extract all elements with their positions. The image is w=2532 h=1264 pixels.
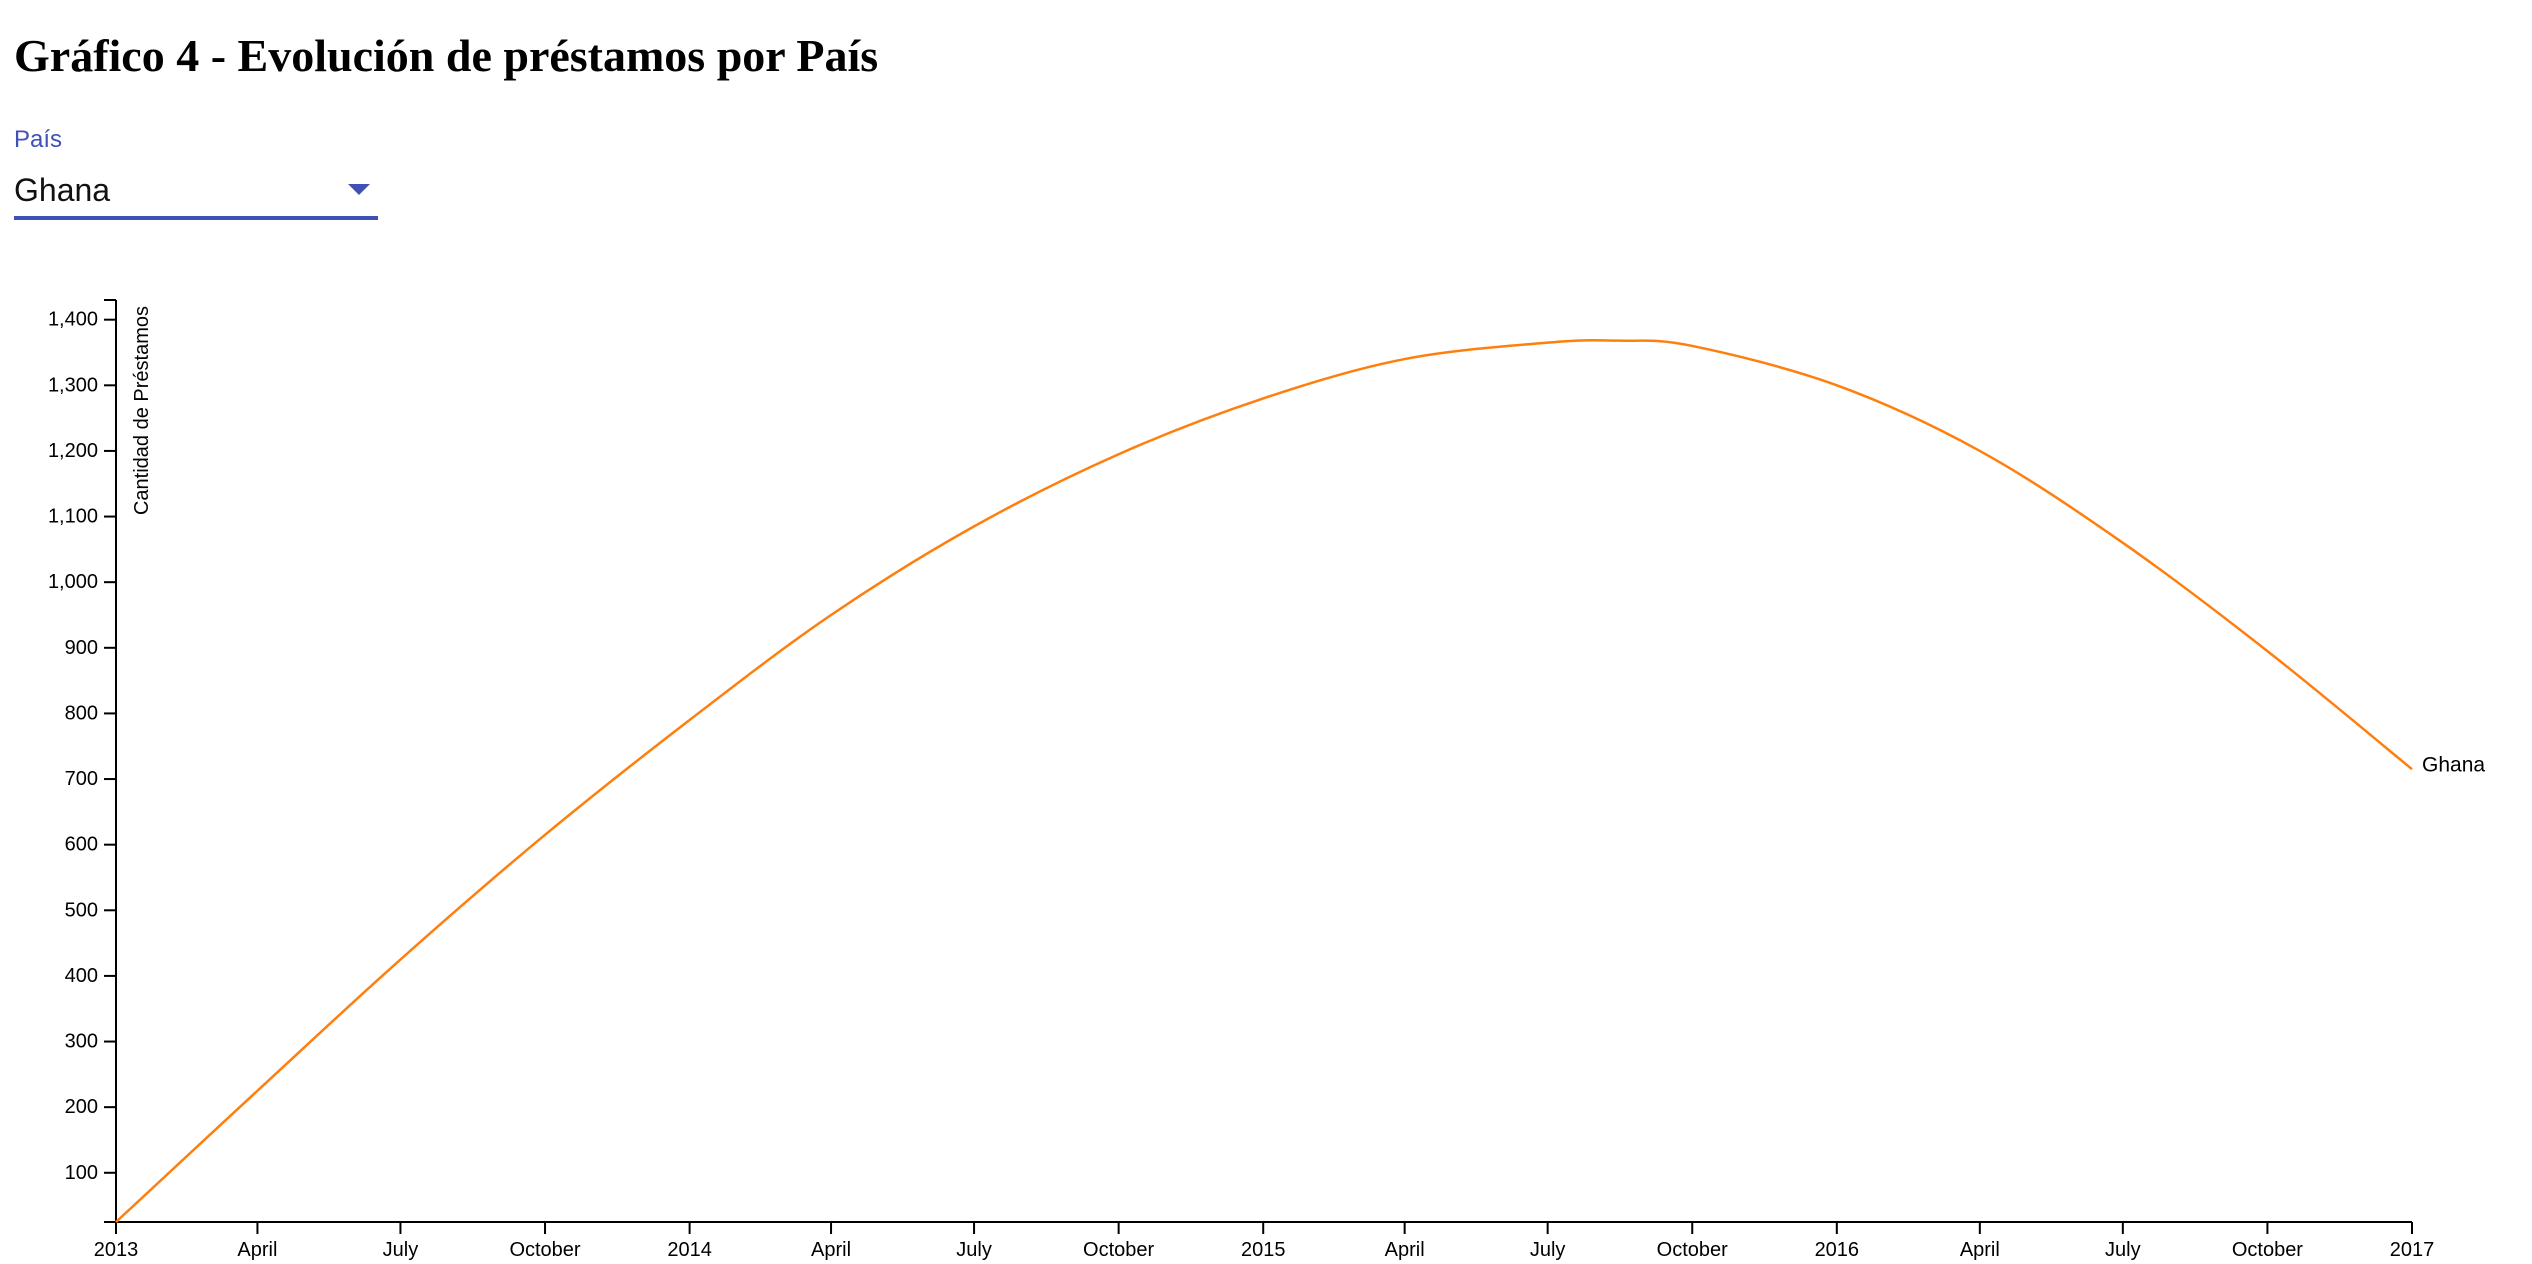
series-layer: Ghana (115, 339, 2485, 1223)
x-tick-label: April (811, 1239, 851, 1261)
page-title: Gráfico 4 - Evolución de préstamos por P… (14, 30, 879, 81)
y-tick-label: 900 (65, 637, 98, 659)
series-line-ghana (115, 339, 2413, 1223)
y-tick-label: 100 (65, 1162, 98, 1184)
x-tick-label: April (1385, 1239, 1425, 1261)
y-tick-label: 300 (65, 1031, 98, 1053)
country-select-value: Ghana (14, 172, 111, 208)
y-axis-title: Cantidad de Préstamos (131, 306, 153, 515)
x-tick-label: October (2232, 1239, 2303, 1261)
y-tick-label: 800 (65, 702, 98, 724)
chevron-down-icon[interactable] (348, 184, 370, 195)
x-tick-label: October (1083, 1239, 1154, 1261)
x-tick-label: July (2105, 1239, 2141, 1261)
country-select-label: País (14, 126, 63, 153)
y-tick-label: 400 (65, 965, 98, 987)
x-tick-label: July (383, 1239, 419, 1261)
x-tick-label: 2015 (1241, 1239, 1286, 1261)
y-tick-label: 1,200 (48, 440, 98, 462)
y-tick-label: 1,300 (48, 374, 98, 396)
x-tick-label: 2016 (1815, 1239, 1860, 1261)
y-tick-label: 700 (65, 768, 98, 790)
x-tick-label: July (956, 1239, 992, 1261)
country-select-control[interactable]: Ghana (14, 166, 378, 220)
y-tick-label: 1,100 (48, 506, 98, 528)
x-tick-label: 2013 (94, 1239, 139, 1261)
y-tick-label: 600 (65, 834, 98, 856)
x-tick-label: April (237, 1239, 277, 1261)
y-axis: 100 200 300 400 500 600 700 800 900 1,000 1,100 1,2… (48, 299, 153, 1223)
series-end-label: Ghana (2422, 754, 2485, 777)
y-tick-label: 1,400 (48, 309, 98, 331)
y-tick-label: 500 (65, 899, 98, 921)
y-tick-label: 1,000 (48, 571, 98, 593)
y-tick-label: 200 (65, 1096, 98, 1118)
x-tick-label: April (1960, 1239, 2000, 1261)
x-tick-label: October (1657, 1239, 1728, 1261)
x-axis: 2013 April July October 2014 April July October… (94, 1221, 2435, 1261)
x-tick-label: October (509, 1239, 580, 1261)
country-select: País Ghana (14, 126, 378, 222)
x-tick-label: July (1530, 1239, 1566, 1261)
x-tick-label: 2017 (2390, 1239, 2435, 1261)
x-tick-label: 2014 (667, 1239, 712, 1261)
